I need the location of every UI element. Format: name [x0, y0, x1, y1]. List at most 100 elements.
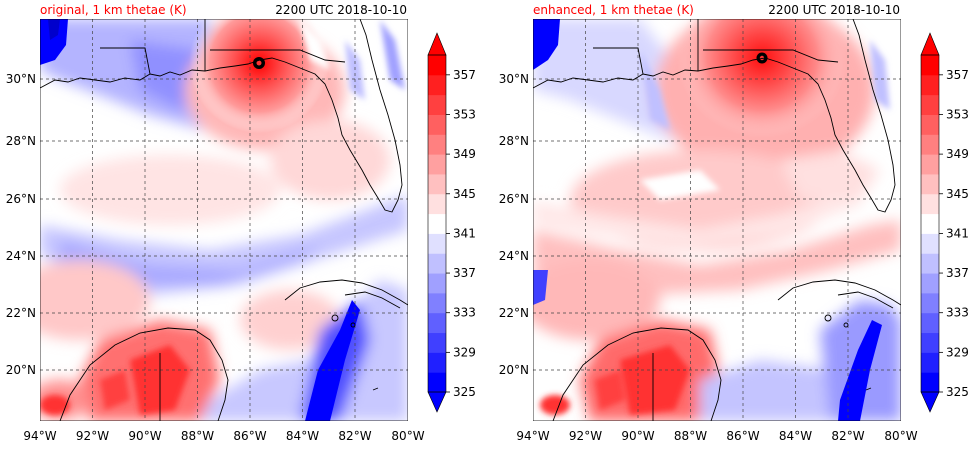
- x-tick-label: 94°W: [516, 429, 549, 443]
- panel-time-enhanced: 2200 UTC 2018-10-10: [768, 3, 900, 17]
- colorbar-extend-max: [427, 32, 447, 56]
- colorbar-tick-label: 329: [453, 345, 476, 359]
- gridlines-enhanced: [533, 19, 901, 421]
- colorbar-tick-label: 329: [946, 345, 969, 359]
- panel-title-enhanced: enhanced, 1 km thetae (K): [533, 3, 694, 17]
- colorbar-tick-label: 357: [946, 68, 969, 82]
- colorbar-tick-label: 341: [453, 226, 476, 240]
- x-tick-label: 82°W: [831, 429, 864, 443]
- colorbar-segment: [921, 114, 939, 135]
- x-tick-label: 86°W: [726, 429, 759, 443]
- colorbar-frame: [427, 54, 447, 393]
- x-tick-label: 84°W: [286, 429, 319, 443]
- colorbar-segment: [921, 134, 939, 155]
- y-tick-label: 26°N: [6, 192, 36, 206]
- gridlines-original: [40, 19, 408, 421]
- colorbar-segment: [921, 74, 939, 96]
- colorbar-tick-label: 345: [946, 187, 969, 201]
- coastlines-enhanced: [533, 19, 901, 421]
- y-tick-label: 20°N: [6, 363, 36, 377]
- colorbar-tick-label: 341: [946, 226, 969, 240]
- colorbar-segment: [921, 193, 939, 215]
- x-tick-label: 90°W: [128, 429, 161, 443]
- colorbar-segment: [428, 94, 446, 115]
- colorbar-tick-label: 353: [946, 107, 969, 121]
- colorbar-segment: [921, 273, 939, 294]
- y-axis-original: 20°N 22°N 24°N 26°N 28°N 30°N: [6, 72, 36, 377]
- x-tick-label: 80°W: [391, 429, 424, 443]
- colorbar-segment: [428, 273, 446, 294]
- colorbar-extend-max: [920, 32, 940, 56]
- colorbar-frame: [920, 54, 940, 393]
- colorbar-extend-min: [920, 391, 940, 413]
- colorbar-segment: [428, 55, 446, 76]
- colorbar-segment: [921, 312, 939, 334]
- y-tick-label: 28°N: [6, 134, 36, 148]
- x-tick-label: 86°W: [233, 429, 266, 443]
- colorbar-segment: [921, 352, 939, 373]
- panel-title-original: original, 1 km thetae (K): [40, 3, 187, 17]
- colorbar-tick-label: 353: [453, 107, 476, 121]
- colorbar-segment: [921, 253, 939, 274]
- colorbar-segment: [428, 134, 446, 155]
- colorbar-segment: [428, 253, 446, 274]
- x-axis-enhanced: 94°W 92°W 90°W 88°W 86°W 84°W 82°W 80°W: [516, 429, 917, 443]
- x-tick-label: 88°W: [674, 429, 707, 443]
- colorbar-segment: [921, 332, 939, 353]
- colorbar-segment: [921, 55, 939, 76]
- colorbar-tick-label: 333: [453, 306, 476, 320]
- y-tick-label: 30°N: [499, 72, 529, 86]
- colorbar-segment: [428, 312, 446, 334]
- colorbar-tick-label: 325: [946, 385, 969, 399]
- colorbar-tick-label: 345: [453, 187, 476, 201]
- map-panel-enhanced: enhanced, 1 km thetae (K) 2200 UTC 2018-…: [499, 3, 969, 443]
- colorbar-segment: [428, 114, 446, 135]
- colorbar-tick-label: 349: [946, 147, 969, 161]
- colorbar-segment: [428, 372, 446, 393]
- colorbar-enhanced: 325 329 333 337 341 345 349 353 357: [920, 32, 969, 413]
- x-axis-original: 94°W 92°W 90°W 88°W 86°W 84°W 82°W 80°W: [23, 429, 424, 443]
- colorbar-segment: [921, 233, 939, 254]
- colorbar-segment: [428, 332, 446, 353]
- colorbar-segment: [428, 74, 446, 96]
- x-tick-label: 90°W: [621, 429, 654, 443]
- x-tick-label: 84°W: [779, 429, 812, 443]
- y-tick-label: 24°N: [499, 249, 529, 263]
- colorbar-extend-min: [427, 391, 447, 413]
- thetae-field-original: [40, 19, 408, 421]
- x-tick-label: 92°W: [569, 429, 602, 443]
- y-tick-label: 26°N: [499, 192, 529, 206]
- colorbar-tick-label: 337: [453, 266, 476, 280]
- colorbar-segment: [921, 213, 939, 234]
- colorbar-segment: [921, 372, 939, 393]
- colorbar-segment: [428, 292, 446, 314]
- x-tick-label: 92°W: [76, 429, 109, 443]
- panel-time-original: 2200 UTC 2018-10-10: [275, 3, 407, 17]
- colorbar-segment: [921, 94, 939, 115]
- colorbar-tick-label: 337: [946, 266, 969, 280]
- colorbar-segment: [921, 173, 939, 195]
- colorbar-segment: [428, 352, 446, 373]
- colorbar-segment: [428, 154, 446, 175]
- colorbar-tick-label: 349: [453, 147, 476, 161]
- x-tick-label: 94°W: [23, 429, 56, 443]
- y-tick-label: 22°N: [6, 306, 36, 320]
- y-axis-enhanced: 20°N 22°N 24°N 26°N 28°N 30°N: [499, 72, 529, 377]
- x-tick-label: 80°W: [884, 429, 917, 443]
- y-tick-label: 30°N: [6, 72, 36, 86]
- colorbar-segment: [428, 233, 446, 254]
- colorbar-segment: [921, 292, 939, 314]
- colorbar-segment: [921, 154, 939, 175]
- colorbar-segment: [428, 193, 446, 215]
- map-panel-original: original, 1 km thetae (K) 2200 UTC 2018-…: [6, 3, 476, 443]
- colorbar-segment: [428, 213, 446, 234]
- x-tick-label: 88°W: [181, 429, 214, 443]
- y-tick-label: 20°N: [499, 363, 529, 377]
- colorbar-tick-label: 325: [453, 385, 476, 399]
- y-tick-label: 28°N: [499, 134, 529, 148]
- colorbar-tick-label: 357: [453, 68, 476, 82]
- colorbar-tick-label: 333: [946, 306, 969, 320]
- thetae-field-enhanced: [533, 19, 901, 421]
- y-tick-label: 22°N: [499, 306, 529, 320]
